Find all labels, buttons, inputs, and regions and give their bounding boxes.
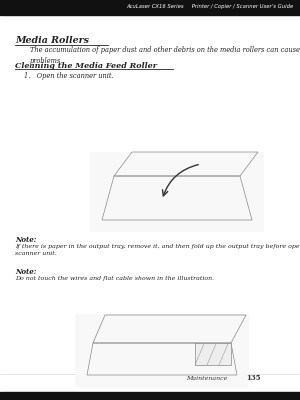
Bar: [75, 314, 249, 388]
Text: If there is paper in the output tray, remove it, and then fold up the output tra: If there is paper in the output tray, re…: [15, 244, 300, 256]
Text: Note:: Note:: [15, 236, 36, 244]
Text: Cleaning the Media Feed Roller: Cleaning the Media Feed Roller: [15, 62, 157, 70]
Text: Media Rollers: Media Rollers: [15, 36, 89, 45]
Bar: [90, 152, 264, 232]
Text: 135: 135: [246, 374, 260, 382]
Text: Do not touch the wires and flat cable shown in the illustration.: Do not touch the wires and flat cable sh…: [15, 276, 214, 281]
Text: 1.   Open the scanner unit.: 1. Open the scanner unit.: [24, 72, 114, 80]
Bar: [0, 392, 300, 400]
Text: Maintenance: Maintenance: [186, 376, 227, 380]
Text: The accumulation of paper dust and other debris on the media rollers can cause m: The accumulation of paper dust and other…: [30, 46, 300, 65]
Bar: [0, 0, 300, 15]
Text: Note:: Note:: [15, 268, 36, 276]
Text: AcuLaser CX16 Series     Printer / Copier / Scanner User’s Guide: AcuLaser CX16 Series Printer / Copier / …: [127, 4, 294, 8]
Bar: [195, 343, 231, 365]
